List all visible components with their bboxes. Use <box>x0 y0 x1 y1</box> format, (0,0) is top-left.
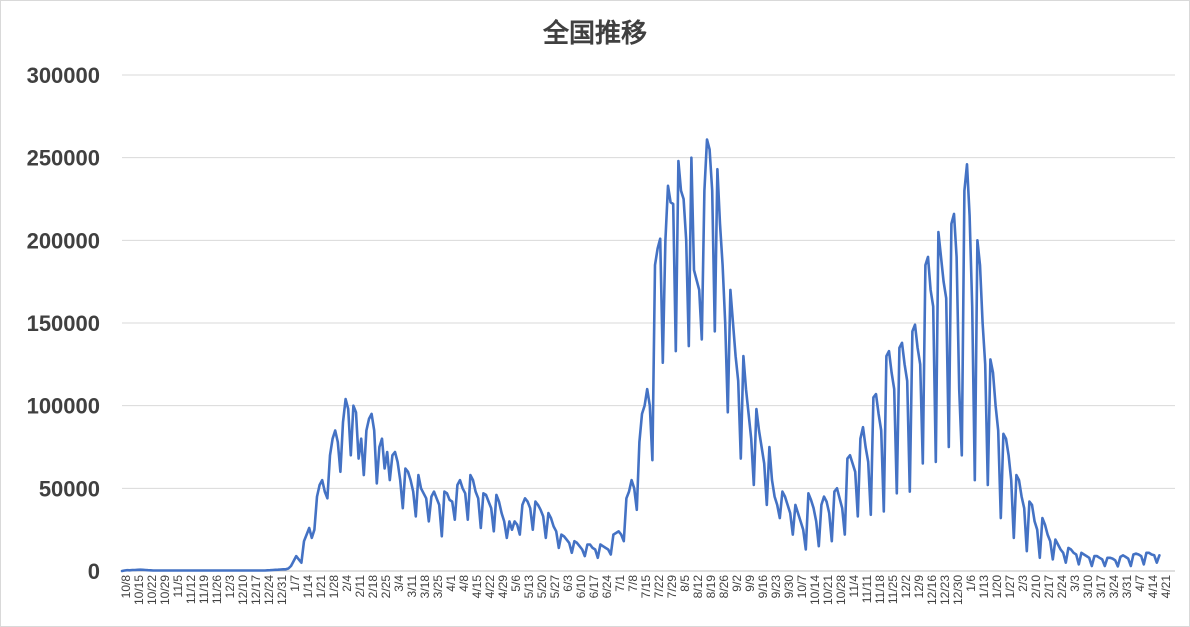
x-tick-label: 10/29 <box>158 575 172 605</box>
x-tick-label: 10/15 <box>132 575 146 605</box>
series-line <box>120 138 1161 573</box>
x-tick-label: 11/19 <box>197 575 211 604</box>
x-tick-label: 1/27 <box>1003 575 1017 599</box>
x-tick-label: 1/7 <box>288 575 302 592</box>
x-axis-ticks: 10/8 10/15 10/22 10/29 11/5 11/12 11/19 11/26 12… <box>119 575 1173 605</box>
x-tick-label: 5/6 <box>509 575 523 592</box>
x-tick-label: 12/10 <box>236 575 250 605</box>
x-tick-label: 11/11 <box>860 575 874 604</box>
x-tick-label: 2/24 <box>1055 575 1069 599</box>
x-tick-label: 3/18 <box>418 575 432 599</box>
x-tick-label: 2/4 <box>340 575 354 592</box>
x-tick-label: 5/27 <box>548 575 562 599</box>
x-tick-label: 8/26 <box>717 575 731 599</box>
x-tick-label: 7/29 <box>665 575 679 599</box>
x-tick-label: 6/10 <box>574 575 588 599</box>
x-tick-label: 10/21 <box>821 575 835 605</box>
x-tick-label: 4/21 <box>1159 575 1173 599</box>
x-tick-label: 12/31 <box>275 575 289 605</box>
y-tick-label: 50000 <box>39 476 100 501</box>
x-tick-label: 4/14 <box>1146 575 1160 599</box>
x-tick-label: 1/21 <box>314 575 328 599</box>
x-tick-label: 5/20 <box>535 575 549 599</box>
x-tick-label: 11/5 <box>171 575 185 598</box>
x-tick-label: 7/8 <box>626 575 640 592</box>
x-tick-label: 10/7 <box>795 575 809 599</box>
x-tick-label: 3/3 <box>1068 575 1082 592</box>
x-tick-label: 4/8 <box>457 575 471 592</box>
x-tick-label: 11/12 <box>184 575 198 604</box>
x-tick-label: 12/30 <box>951 575 965 605</box>
x-tick-label: 7/22 <box>652 575 666 599</box>
x-tick-label: 1/6 <box>964 575 978 592</box>
x-tick-label: 4/7 <box>1133 575 1147 592</box>
x-tick-label: 3/31 <box>1120 575 1134 599</box>
x-tick-label: 12/23 <box>938 575 952 605</box>
x-tick-label: 1/20 <box>990 575 1004 599</box>
x-tick-label: 8/19 <box>704 575 718 599</box>
x-tick-label: 12/3 <box>223 575 237 599</box>
x-tick-label: 12/16 <box>925 575 939 605</box>
x-tick-label: 6/24 <box>600 575 614 599</box>
x-tick-label: 10/22 <box>145 575 159 605</box>
x-tick-label: 7/1 <box>613 575 627 592</box>
x-tick-label: 10/14 <box>808 575 822 605</box>
x-tick-label: 2/25 <box>379 575 393 599</box>
x-tick-label: 1/13 <box>977 575 991 599</box>
x-tick-label: 4/22 <box>483 575 497 599</box>
x-tick-label: 12/24 <box>262 575 276 605</box>
x-tick-label: 4/15 <box>470 575 484 599</box>
x-tick-label: 9/16 <box>756 575 770 599</box>
y-tick-label: 100000 <box>27 394 100 419</box>
y-tick-label: 250000 <box>27 146 100 171</box>
x-tick-label: 3/25 <box>431 575 445 599</box>
x-tick-label: 2/11 <box>353 575 367 598</box>
x-tick-label: 11/26 <box>210 575 224 604</box>
x-tick-label: 1/28 <box>327 575 341 599</box>
y-tick-label: 0 <box>88 559 100 584</box>
x-tick-label: 11/25 <box>886 575 900 604</box>
x-tick-label: 4/29 <box>496 575 510 599</box>
x-tick-label: 2/10 <box>1029 575 1043 599</box>
x-tick-label: 7/15 <box>639 575 653 599</box>
x-tick-label: 9/9 <box>743 575 757 592</box>
x-tick-label: 3/4 <box>392 575 406 592</box>
x-tick-label: 9/30 <box>782 575 796 599</box>
x-tick-label: 3/24 <box>1107 575 1121 599</box>
x-tick-label: 1/14 <box>301 575 315 599</box>
y-tick-label: 200000 <box>27 228 100 253</box>
y-axis-ticks: 0 50000 100000 150000 200000 250000 300000 <box>27 63 100 584</box>
x-tick-label: 3/17 <box>1094 575 1108 599</box>
x-tick-label: 2/3 <box>1016 575 1030 592</box>
x-tick-label: 12/17 <box>249 575 263 605</box>
x-tick-label: 2/17 <box>1042 575 1056 599</box>
x-tick-label: 11/18 <box>873 575 887 604</box>
x-tick-label: 8/5 <box>678 575 692 592</box>
x-tick-label: 3/11 <box>405 575 419 598</box>
y-tick-label: 300000 <box>27 63 100 88</box>
chart-title: 全国推移 <box>542 18 647 49</box>
x-tick-label: 8/12 <box>691 575 705 599</box>
x-tick-label: 4/1 <box>444 575 458 592</box>
x-tick-label: 12/2 <box>899 575 913 599</box>
x-tick-label: 2/18 <box>366 575 380 599</box>
x-tick-label: 3/10 <box>1081 575 1095 599</box>
x-tick-label: 12/9 <box>912 575 926 599</box>
x-tick-label: 9/2 <box>730 575 744 592</box>
x-tick-label: 11/4 <box>847 575 861 598</box>
gridlines <box>122 74 1175 572</box>
x-tick-label: 10/8 <box>119 575 133 599</box>
y-tick-label: 150000 <box>27 311 100 336</box>
x-tick-label: 10/28 <box>834 575 848 605</box>
x-tick-label: 9/23 <box>769 575 783 599</box>
x-tick-label: 5/13 <box>522 575 536 599</box>
x-tick-label: 6/3 <box>561 575 575 592</box>
x-tick-label: 6/17 <box>587 575 601 599</box>
